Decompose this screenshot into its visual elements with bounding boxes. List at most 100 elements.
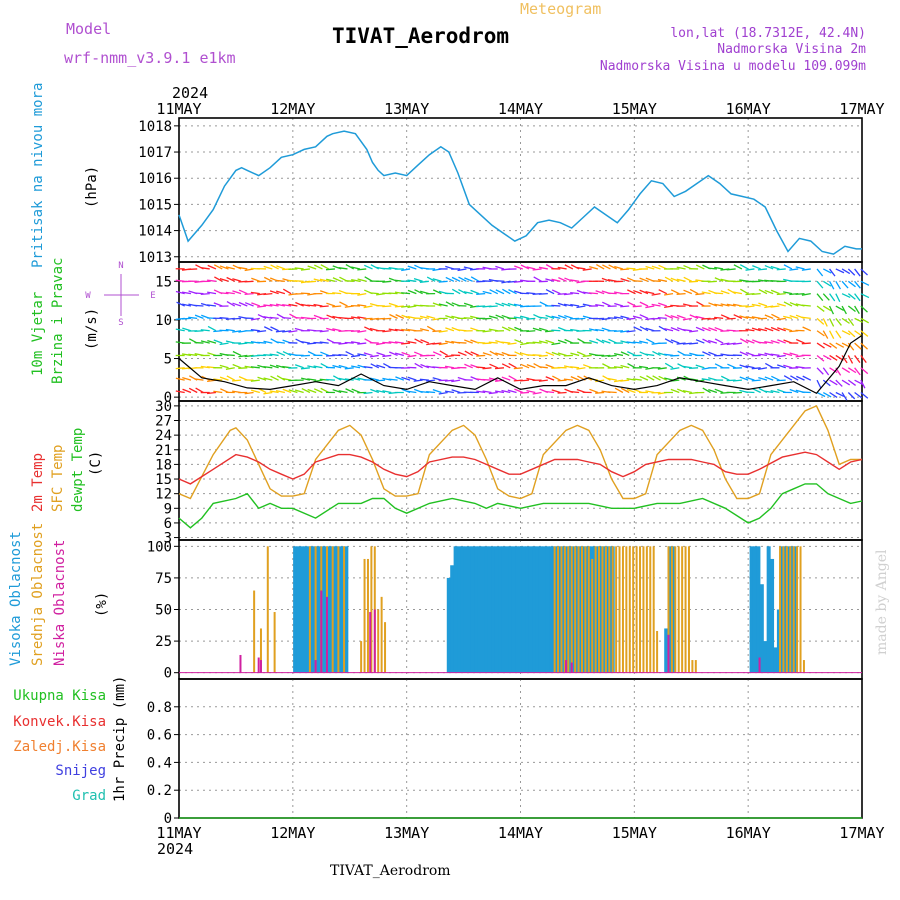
wind-arrow <box>357 330 367 333</box>
high-cloud-bar <box>511 546 516 673</box>
wind-arrow <box>451 389 461 394</box>
wind-arrow <box>269 390 279 394</box>
wind-arrow <box>175 328 185 332</box>
wind-arrow <box>175 377 185 381</box>
wind-arrow <box>776 364 786 369</box>
wind-arrow <box>263 304 273 307</box>
wind-arrow <box>251 302 261 307</box>
mid-cloud-bar <box>674 546 677 673</box>
mid-cloud-bar <box>615 546 618 673</box>
high-cloud-bar <box>787 546 792 673</box>
wind-arrow <box>181 353 192 357</box>
high-cloud-bar <box>306 546 311 673</box>
wind-arrow <box>319 305 329 308</box>
wind-arrow <box>269 364 279 369</box>
wind-arrow <box>589 266 599 270</box>
mid-cloud-bar <box>331 546 334 673</box>
wind-arrow <box>414 351 423 357</box>
wind-arrow <box>295 301 304 307</box>
wind-arrow <box>670 314 680 319</box>
wind-arrow <box>841 355 848 364</box>
wind-arrow <box>364 264 373 270</box>
wind-arrow <box>816 268 824 277</box>
footer-station: TIVAT_Aerodrom <box>330 863 451 879</box>
wind-arrow <box>589 339 599 344</box>
wind-arrow <box>764 352 774 357</box>
wind-arrow <box>783 352 793 357</box>
wind-arrow <box>626 388 636 394</box>
wind-arrow <box>388 292 398 295</box>
temp2m-label: 2m Temp <box>30 453 46 512</box>
wind-arrow <box>739 351 749 357</box>
wind-arrow <box>739 338 749 344</box>
wind-arrow <box>714 303 724 307</box>
wind-arrow <box>438 330 448 333</box>
wind-arrow <box>219 342 229 346</box>
wind-arrow <box>482 378 492 381</box>
wind-arrow <box>645 338 655 344</box>
wind-arrow <box>822 367 830 376</box>
wind-arrow <box>394 328 404 332</box>
wind-arrow <box>307 304 317 307</box>
wind-arrow <box>301 388 311 394</box>
high-cloud-bar <box>344 546 349 673</box>
high-cloud-bar <box>545 546 550 673</box>
mid-cloud-bar <box>608 546 611 673</box>
wind-arrow <box>388 378 398 381</box>
wind-arrow <box>726 317 736 320</box>
wind-arrow <box>432 330 442 333</box>
wind-arrow <box>701 327 711 332</box>
wind-arrow <box>276 351 286 357</box>
low-cloud-label: Niska Oblacnost <box>52 540 68 666</box>
high-cloud-bar <box>542 546 547 673</box>
wind-arrow <box>582 268 592 271</box>
y-tick-label: 0 <box>164 390 172 406</box>
wind-arrow <box>657 316 667 320</box>
wind-arrow <box>658 289 668 295</box>
wind-arrow <box>332 328 342 332</box>
wind-arrow <box>464 277 473 282</box>
wind-arrow <box>488 341 498 344</box>
wind-arrow <box>854 305 860 315</box>
wind-direction-legend: N E S W <box>85 261 155 328</box>
wind-arrow <box>714 326 724 332</box>
time-tick-top: 14MAY <box>498 100 543 118</box>
wind-arrow <box>701 291 711 295</box>
y-tick-label: 1015 <box>138 197 172 213</box>
wind-arrow <box>816 330 825 337</box>
wind-arrow <box>816 354 825 362</box>
wind-arrow <box>676 388 686 394</box>
high-cloud-label: Visoka Oblacnost <box>8 531 24 666</box>
wind-arrow <box>847 330 856 338</box>
mid-cloud-bar <box>691 660 694 673</box>
wind-arrow <box>595 290 605 295</box>
wind-arrow <box>269 316 279 320</box>
wind-arrow <box>551 315 561 320</box>
wind-arrow <box>789 268 799 271</box>
mid-cloud-bar <box>632 546 635 673</box>
wind-arrow <box>370 363 380 369</box>
wind-arrow <box>627 301 636 307</box>
wind-arrow <box>847 268 856 276</box>
wind-arrow <box>664 377 674 381</box>
wind-arrow <box>802 326 812 332</box>
wind-arrow <box>288 303 298 307</box>
high-cloud-bar <box>790 546 795 673</box>
wind-arrow <box>854 355 861 364</box>
wind-arrow <box>770 353 780 357</box>
wind-arrow <box>463 302 473 307</box>
wind-arrow <box>445 327 455 332</box>
wind-arrow <box>520 391 530 394</box>
wind-arrow <box>670 277 680 282</box>
wind-arrow <box>326 327 336 332</box>
mid-cloud-bar <box>601 546 604 673</box>
wind-arrow <box>726 303 736 307</box>
wind-arrow <box>225 328 235 332</box>
high-cloud-bar <box>749 546 754 673</box>
wind-arrow <box>776 268 786 271</box>
mid-cloud-bar <box>649 546 652 673</box>
wind-arrow <box>645 305 655 309</box>
wind-arrow <box>269 290 279 295</box>
wind-arrow <box>370 388 380 394</box>
wind-arrow <box>307 378 317 381</box>
